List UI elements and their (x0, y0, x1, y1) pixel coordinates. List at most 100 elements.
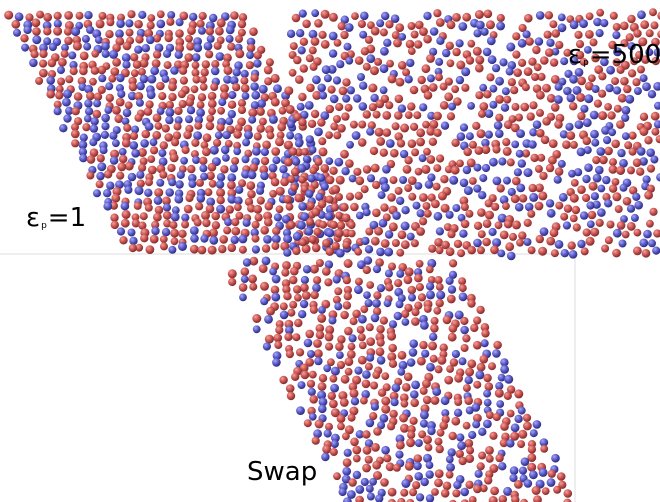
particle-red (360, 305, 369, 314)
particle-blue (251, 90, 261, 100)
particle-red (446, 112, 456, 121)
particle-blue (376, 356, 386, 365)
particle-red (110, 213, 119, 222)
particle-red (305, 54, 314, 63)
particle-red (407, 285, 417, 295)
particle-blue (272, 358, 281, 367)
particle-red (294, 293, 302, 302)
particle-blue (93, 99, 102, 108)
particle-red (251, 234, 260, 243)
particle-red (496, 184, 505, 193)
particle-red (43, 12, 53, 22)
particle-red (576, 93, 586, 102)
particle-blue (188, 180, 197, 188)
particle-blue (639, 157, 648, 166)
particle-red (542, 83, 551, 93)
particle-blue (138, 10, 147, 19)
particle-red (598, 89, 607, 98)
particle-blue (413, 461, 422, 471)
particle-red (436, 428, 445, 437)
particle-blue (78, 147, 88, 156)
particle-red (135, 243, 144, 252)
particle-red (575, 40, 585, 49)
particle-red (325, 104, 335, 114)
particle-red (395, 77, 405, 87)
particle-blue (484, 130, 493, 139)
particle-red (293, 112, 302, 122)
particle-red (110, 220, 120, 230)
particle-red (488, 362, 496, 371)
particle-red (133, 201, 142, 210)
particle-red (540, 135, 550, 145)
particle-blue (586, 220, 595, 229)
particle-red (71, 123, 79, 132)
particle-red (213, 138, 222, 147)
particle-red (252, 314, 262, 323)
particle-red (394, 94, 404, 104)
particle-red (472, 121, 481, 130)
particle-blue (298, 310, 307, 319)
particle-red (485, 411, 494, 420)
particle-red (411, 317, 420, 326)
particle-red (598, 72, 607, 81)
particle-red (469, 140, 477, 149)
particle-blue (516, 129, 525, 139)
particle-red (354, 247, 363, 256)
particle-blue (517, 406, 526, 415)
particle-red (644, 136, 653, 145)
particle-red (483, 373, 492, 383)
particle-blue (121, 117, 130, 126)
particle-red (399, 413, 409, 423)
particle-blue (436, 290, 446, 300)
particle-red (646, 219, 654, 228)
particle-blue (158, 157, 168, 167)
particle-red (540, 56, 549, 65)
particle-blue (425, 470, 434, 479)
particle-blue (406, 58, 415, 68)
particle-red (138, 163, 147, 172)
particle-red (646, 184, 656, 193)
particle-red (475, 91, 484, 100)
particle-red (163, 219, 172, 228)
particle-red (327, 358, 335, 367)
particle-red (223, 226, 232, 235)
particle-red (548, 139, 558, 149)
particle-red (171, 138, 180, 147)
particle-blue (303, 338, 313, 348)
particle-red (343, 292, 352, 301)
particle-red (315, 330, 325, 340)
particle-blue (250, 82, 259, 91)
particle-red (89, 77, 97, 86)
particle-red (473, 413, 482, 423)
particle-red (374, 127, 384, 137)
particle-blue (154, 43, 164, 53)
particle-red (92, 109, 102, 119)
particle-blue (423, 11, 432, 21)
particle-blue (564, 69, 573, 78)
particle-red (428, 137, 438, 146)
particle-red (187, 164, 196, 174)
particle-red (422, 395, 432, 405)
particle-blue (307, 174, 316, 183)
particle-red (391, 31, 400, 40)
particle-red (500, 422, 509, 431)
particle-red (503, 95, 512, 104)
particle-red (240, 84, 250, 93)
particle-red (248, 274, 257, 284)
particle-red (235, 211, 244, 220)
particle-red (539, 171, 548, 181)
particle-blue (127, 172, 137, 182)
particle-red (275, 325, 284, 335)
particle-blue (62, 97, 71, 107)
particle-blue (39, 43, 48, 53)
particle-blue (359, 81, 368, 90)
particle-blue (601, 125, 610, 135)
particle-blue (315, 192, 324, 202)
particle-red (462, 421, 471, 430)
particle-red (349, 317, 358, 326)
particle-blue (209, 145, 219, 155)
particle-red (379, 316, 388, 325)
particle-red (266, 306, 275, 316)
particle-red (482, 237, 491, 247)
particle-blue (109, 156, 119, 165)
